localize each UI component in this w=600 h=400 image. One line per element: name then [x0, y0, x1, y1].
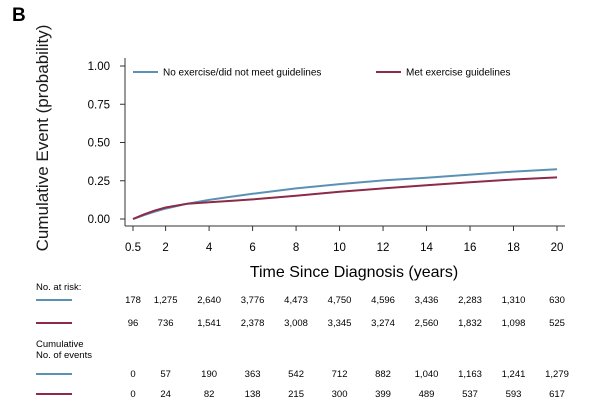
- at-risk-cell: 2,640: [197, 295, 221, 306]
- events-cell: 1,163: [458, 369, 482, 380]
- at-risk-cell: 1,275: [154, 295, 178, 306]
- events-cell: 57: [160, 369, 171, 380]
- at-risk-cell: 525: [549, 318, 565, 329]
- at-risk-cell: 2,378: [241, 318, 265, 329]
- x-tick-label: 0.5: [125, 242, 141, 254]
- panel-label: B: [12, 5, 26, 26]
- events-cell: 190: [201, 369, 217, 380]
- x-tick-label: 18: [507, 242, 520, 254]
- at-risk-cell: 630: [549, 295, 565, 306]
- at-risk-cell: 2,560: [415, 318, 439, 329]
- x-tick-label: 6: [249, 242, 255, 254]
- x-tick-label: 14: [420, 242, 433, 254]
- at-risk-label: No. at risk:: [36, 282, 81, 293]
- at-risk-cell: 3,436: [415, 295, 439, 306]
- events-cell: 399: [375, 389, 391, 400]
- legend-label-series-1: No exercise/did not meet guidelines: [163, 68, 321, 79]
- events-cell: 215: [288, 389, 304, 400]
- x-tick-label: 12: [377, 242, 390, 254]
- events-cell: 1,241: [502, 369, 526, 380]
- events-cell: 1,040: [415, 369, 439, 380]
- events-cell: 24: [160, 389, 171, 400]
- events-cell: 489: [419, 389, 435, 400]
- events-label-line-2: No. of events: [36, 350, 92, 361]
- events-label-line-1: Cumulative: [36, 339, 84, 350]
- events-cell: 0: [130, 369, 135, 380]
- at-risk-cell: 3,274: [371, 318, 395, 329]
- at-risk-cell: 3,776: [241, 295, 265, 306]
- at-risk-cell: 1,541: [197, 318, 221, 329]
- at-risk-cell: 96: [128, 318, 139, 329]
- x-ticks: 0.5 2 4 6 8 10 12 14 16 18 20: [125, 226, 563, 254]
- at-risk-cell: 178: [125, 295, 141, 306]
- legend: No exercise/did not meet guidelines Met …: [133, 68, 511, 79]
- events-cell: 363: [245, 369, 261, 380]
- x-axis-label: Time Since Diagnosis (years): [250, 264, 458, 281]
- series-line-2: [132, 176, 558, 220]
- x-tick-label: 20: [551, 242, 564, 254]
- y-axis-label: Cumulative Event (probability): [33, 25, 52, 252]
- events-cell: 1,279: [545, 369, 569, 380]
- events-cell: 542: [288, 369, 304, 380]
- series-line-1: [132, 168, 558, 220]
- at-risk-cell: 3,345: [328, 318, 352, 329]
- at-risk-cell: 736: [158, 318, 174, 329]
- at-risk-cell: 1,832: [458, 318, 482, 329]
- x-tick-label: 8: [293, 242, 299, 254]
- series-lines: [132, 168, 558, 220]
- events-cell: 537: [462, 389, 478, 400]
- events-cell: 82: [204, 389, 215, 400]
- y-tick-label: 0.00: [88, 214, 110, 226]
- y-ticks: 0.00 0.25 0.50 0.75 1.00: [88, 61, 125, 226]
- events-cell: 882: [375, 369, 391, 380]
- at-risk-cell: 2,283: [458, 295, 482, 306]
- events-cell: 138: [245, 389, 261, 400]
- at-risk-cell: 3,008: [284, 318, 308, 329]
- risk-table: 178 1,275 2,640 3,776 4,473 4,750 4,596 3,436 2,…: [125, 295, 569, 400]
- at-risk-cell: 4,750: [328, 295, 352, 306]
- events-cell: 593: [506, 389, 522, 400]
- x-tick-label: 2: [162, 242, 168, 254]
- x-tick-label: 10: [333, 242, 346, 254]
- events-cell: 0: [130, 389, 135, 400]
- x-tick-label: 4: [206, 242, 213, 254]
- y-tick-label: 0.25: [88, 176, 110, 188]
- x-tick-label: 16: [464, 242, 477, 254]
- at-risk-cell: 1,098: [502, 318, 526, 329]
- legend-label-series-2: Met exercise guidelines: [406, 68, 511, 79]
- events-cell: 300: [332, 389, 348, 400]
- at-risk-cell: 4,473: [284, 295, 308, 306]
- at-risk-cell: 4,596: [371, 295, 395, 306]
- y-tick-label: 0.50: [88, 138, 110, 150]
- y-tick-label: 0.75: [88, 99, 110, 111]
- y-tick-label: 1.00: [88, 61, 110, 73]
- events-cell: 617: [549, 389, 565, 400]
- events-cell: 712: [332, 369, 348, 380]
- at-risk-cell: 1,310: [502, 295, 526, 306]
